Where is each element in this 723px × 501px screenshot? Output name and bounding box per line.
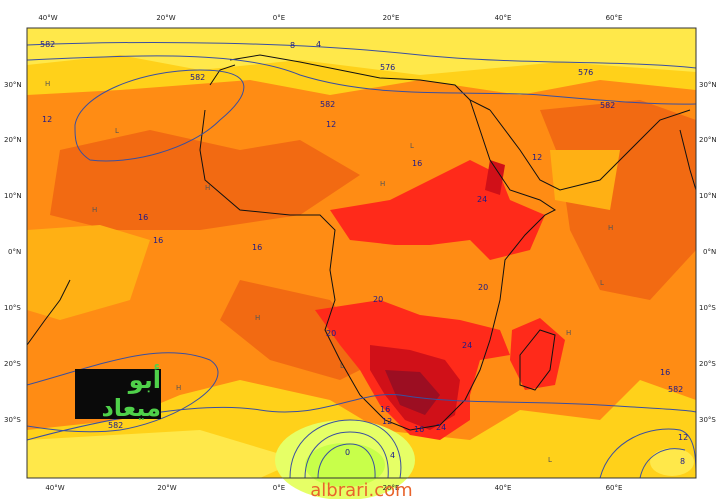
contour-label: 24	[477, 195, 487, 204]
low-mark: L	[548, 456, 552, 464]
lat-label: 30°S	[699, 416, 716, 424]
lat-label: 20°S	[699, 360, 716, 368]
contour-label: 4	[316, 40, 321, 49]
contour-label: 16	[414, 425, 424, 434]
latitude-labels-right: 30°N 20°N 10°N 0°N 10°S 20°S 30°S	[699, 81, 717, 424]
contour-label: 24	[436, 423, 446, 432]
lon-label: 20°W	[157, 484, 176, 492]
yellow-orange-patch-atlantic	[27, 225, 150, 320]
lon-label: 60°E	[606, 14, 623, 22]
high-mark: H	[205, 184, 210, 192]
contour-label: 576	[578, 68, 593, 77]
longitude-labels-top: 40°W 20°W 0°E 20°E 40°E 60°E	[38, 14, 622, 22]
contour-label: 12	[678, 433, 688, 442]
high-mark: H	[45, 80, 50, 88]
contour-label: 12	[42, 115, 52, 124]
lat-label: 30°N	[4, 81, 22, 89]
lat-label: 20°N	[4, 136, 22, 144]
low-mark: L	[115, 127, 119, 135]
contour-label: 12	[326, 120, 336, 129]
lat-label: 20°S	[4, 360, 21, 368]
lat-label: 20°N	[699, 136, 717, 144]
high-mark: H	[92, 206, 97, 214]
contour-label: 582	[320, 100, 335, 109]
low-mark: L	[600, 279, 604, 287]
contour-label: 582	[108, 421, 123, 430]
lon-label: 60°E	[606, 484, 623, 492]
site-watermark: albrari.com	[310, 480, 413, 501]
lat-label: 0°N	[703, 248, 716, 256]
light-band-south	[27, 430, 300, 478]
lat-label: 0°N	[8, 248, 21, 256]
lon-label: 40°W	[45, 484, 64, 492]
lon-label: 20°W	[156, 14, 175, 22]
contour-label: 8	[680, 457, 685, 466]
contour-label: 16	[138, 213, 148, 222]
lon-label: 40°E	[495, 14, 512, 22]
yellow-orange-patch-arabia	[550, 150, 620, 210]
lat-label: 10°S	[4, 304, 21, 312]
contour-label: 582	[668, 385, 683, 394]
pressure-marks: H L H H H L H L L H H L H	[45, 80, 613, 464]
height-contour-labels: 582 582 582 582 576 576 582 582	[40, 40, 683, 430]
dark-red-ethiopia	[485, 160, 505, 195]
contour-label: 16	[380, 405, 390, 414]
contour-label: 582	[190, 73, 205, 82]
map-border	[26, 27, 697, 479]
contour-label: 12	[532, 153, 542, 162]
contour-label: 12	[382, 417, 392, 426]
contour-label: 16	[252, 243, 262, 252]
lon-label: 20°E	[383, 14, 400, 22]
light-band-north	[27, 28, 696, 75]
high-mark: H	[608, 224, 613, 232]
lon-label: 40°W	[38, 14, 57, 22]
high-mark: H	[176, 384, 181, 392]
maroon-core	[385, 370, 440, 415]
contour-label: 576	[380, 63, 395, 72]
high-mark: H	[380, 180, 385, 188]
contour-label: 582	[600, 101, 615, 110]
high-mark: H	[255, 314, 260, 322]
light-low-southeast	[650, 448, 694, 476]
contour-label: 20	[373, 295, 383, 304]
high-mark: H	[566, 329, 571, 337]
contour-label: 16	[153, 236, 163, 245]
low-mark: L	[410, 142, 414, 150]
logo-text: أبو ميعاد	[101, 366, 161, 422]
green-core	[305, 443, 385, 487]
red-region-madagascar	[510, 318, 565, 390]
lat-label: 30°N	[699, 81, 717, 89]
lat-label: 10°N	[4, 192, 22, 200]
lon-label: 0°E	[273, 14, 285, 22]
contour-label: 16	[660, 368, 670, 377]
lat-label: 10°N	[699, 192, 717, 200]
coastlines	[26, 54, 697, 431]
lon-label: 20°E	[383, 484, 400, 492]
contour-label: 20	[326, 329, 336, 338]
longitude-labels-bottom: 40°W 20°W 0°E 20°E 40°E 60°E	[45, 484, 622, 492]
contour-label: 582	[40, 40, 55, 49]
contour-label: 24	[462, 341, 472, 350]
latitude-labels-left: 30°N 20°N 10°N 0°N 10°S 20°S 30°S	[4, 81, 22, 424]
lat-label: 10°S	[699, 304, 716, 312]
lat-label: 30°S	[4, 416, 21, 424]
lon-label: 0°E	[273, 484, 285, 492]
contour-label: 4	[390, 451, 395, 460]
height-contours	[26, 41, 697, 479]
contour-label: 0	[345, 448, 350, 457]
field-contour-labels: 12 12 12 16 16 16 16 20 20 24 24 20 16 1…	[42, 40, 688, 466]
lon-label: 40°E	[495, 484, 512, 492]
contour-label: 8	[290, 41, 295, 50]
channel-logo: أبو ميعاد	[75, 366, 161, 422]
contour-label: 16	[412, 159, 422, 168]
deep-orange-southwest	[220, 280, 380, 380]
contour-label: 20	[478, 283, 488, 292]
low-mark: L	[340, 362, 344, 370]
